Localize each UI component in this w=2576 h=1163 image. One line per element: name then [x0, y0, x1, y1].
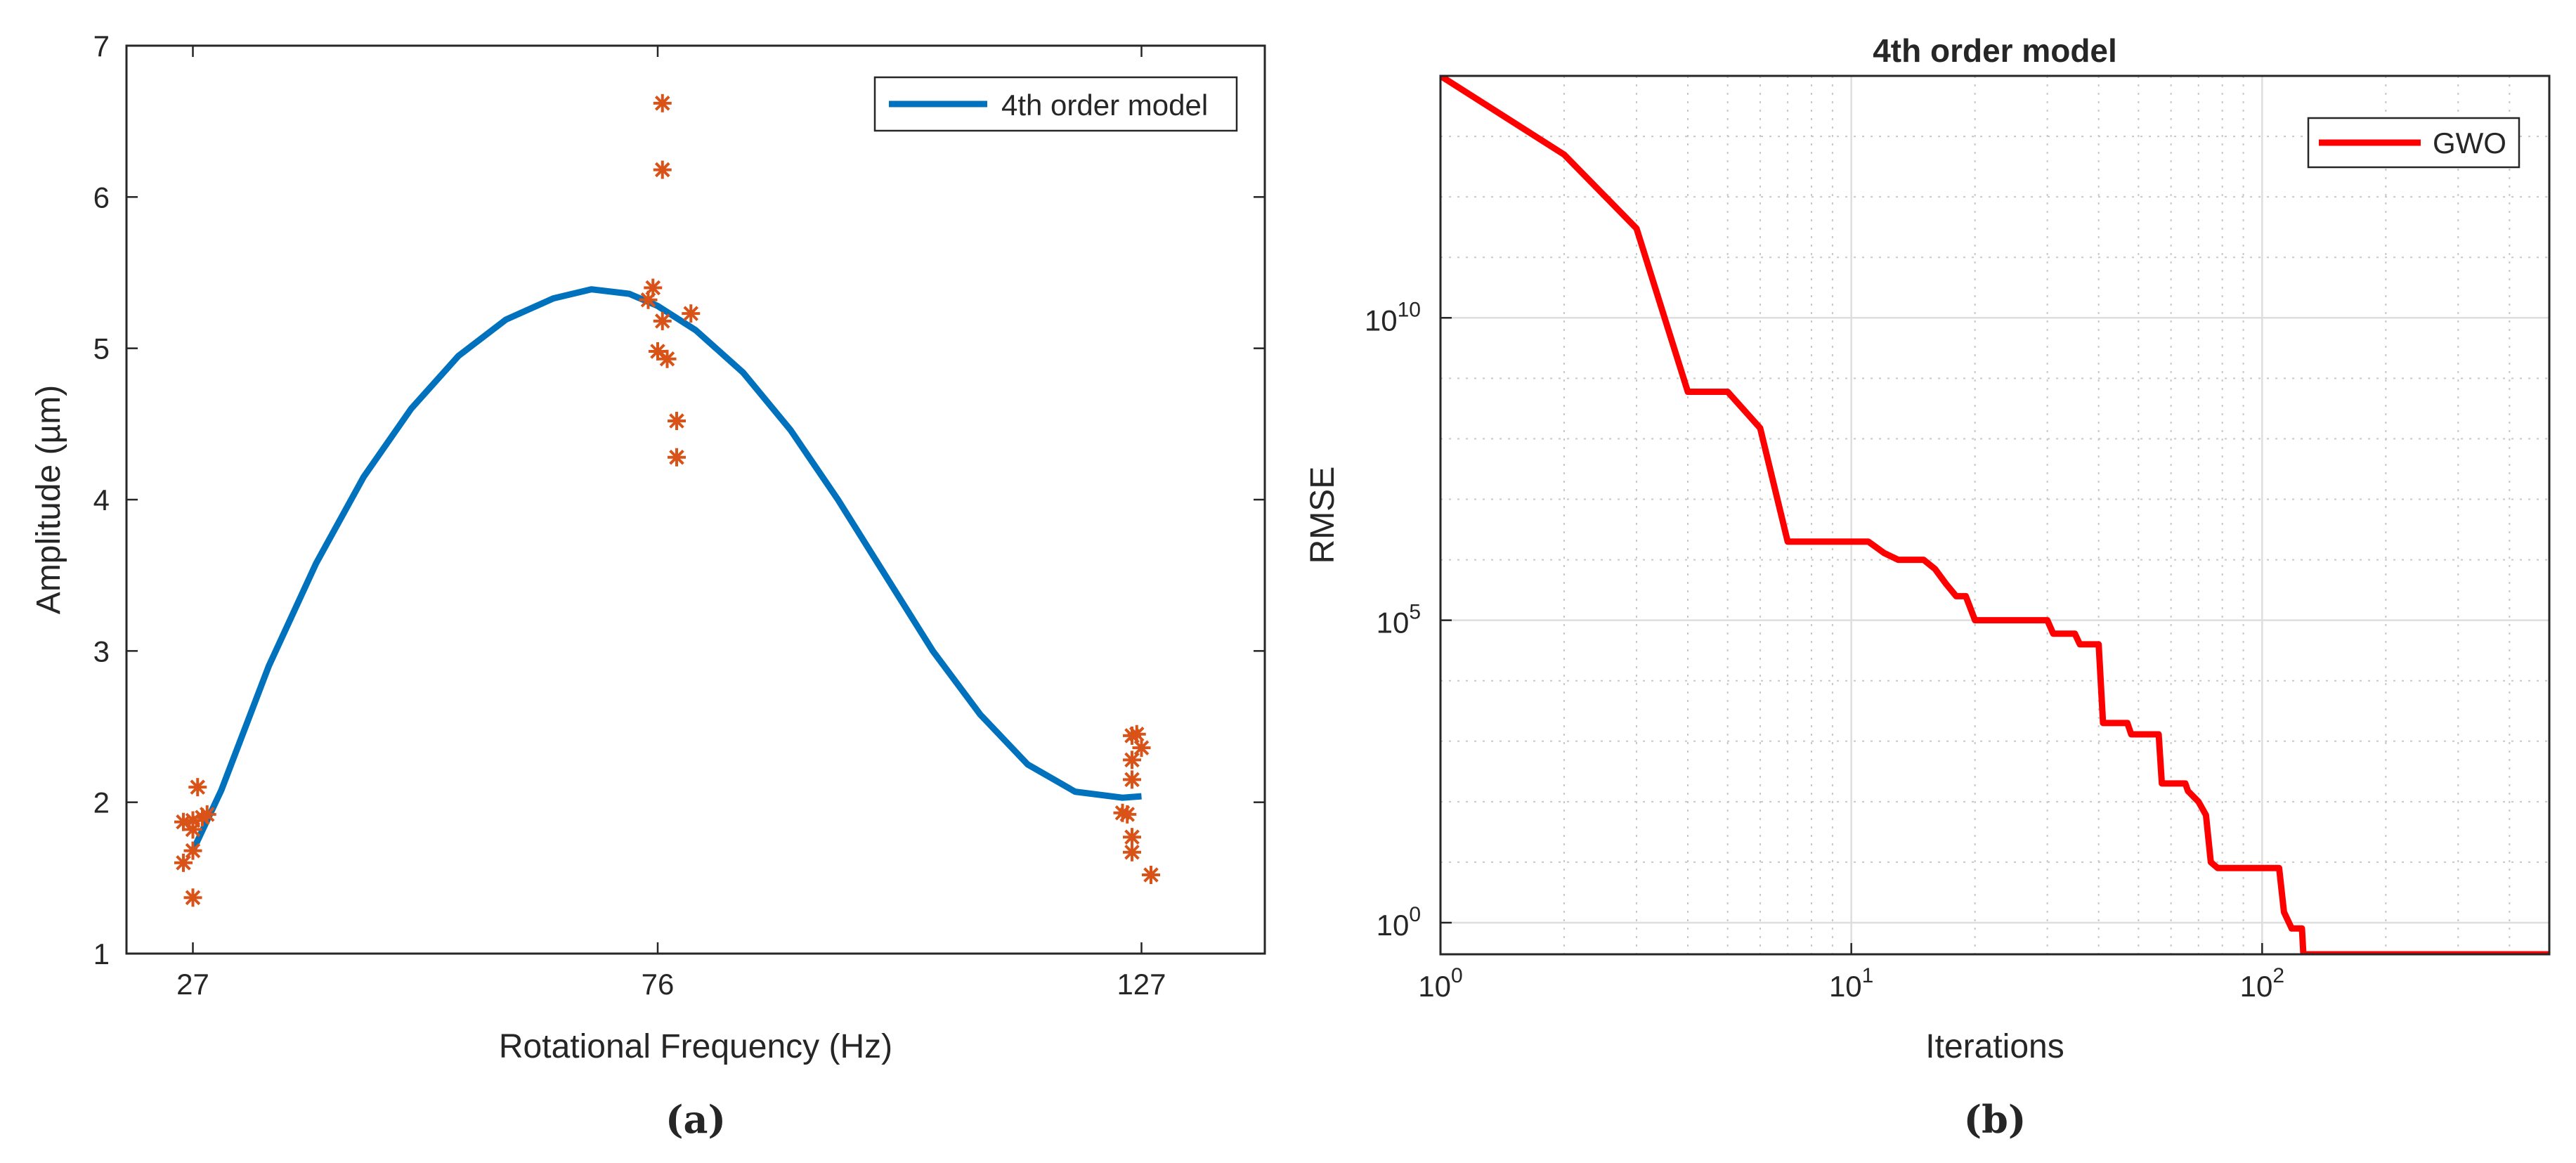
- panel-a-measurement-point: [1118, 805, 1137, 824]
- panel-a-y-tick-label: 7: [93, 30, 110, 63]
- panel-b-series-layer: [1440, 76, 2549, 954]
- caption-b: (b): [1964, 1097, 2027, 1142]
- panel-a-y-tick-label: 5: [93, 332, 110, 365]
- panel-b-y-tick-label: 1010: [1365, 298, 1421, 337]
- panel-b-x-tick-exponent: 1: [1862, 964, 1874, 987]
- panel-b-y-tick-base: 10: [1377, 909, 1410, 942]
- panel-a-y-tick-label: 2: [93, 786, 110, 819]
- panel-b-y-tick-exponent: 0: [1409, 903, 1421, 926]
- panel-a-measurement-point: [1123, 843, 1141, 862]
- panel-a-measurement-point: [183, 888, 202, 907]
- panel-b-legend-label: GWO: [2433, 126, 2506, 160]
- panel-a-measurement-point: [188, 778, 207, 797]
- panel-a-chart: 1 2 3 4 5 6 7 27 76 127 Rotational Frequency (Hz)…: [30, 30, 1266, 1065]
- panel-b-plot-area: [1440, 76, 2549, 954]
- panel-a-x-tick-label: 127: [1117, 968, 1166, 1001]
- panel-a-measurement-point: [183, 820, 202, 839]
- panel-b-y-tick-base: 10: [1377, 606, 1410, 639]
- panel-b-x-tick-label: 101: [1829, 964, 1873, 1003]
- panel-b-x-tick-label: 100: [1418, 964, 1462, 1003]
- panel-b-legend: GWO: [2307, 117, 2520, 169]
- panel-a-measurement-point: [653, 311, 672, 330]
- panel-a-x-tick-label: 27: [176, 968, 209, 1001]
- panel-b-gwo-curve: [1440, 76, 2549, 954]
- panel-a-measurement-point: [1132, 739, 1151, 758]
- panel-a-measurement-point: [668, 412, 686, 431]
- panel-b-y-tick-exponent: 5: [1409, 601, 1421, 624]
- panel-b-axes-box: [1439, 74, 2551, 956]
- panel-a-y-tick-label: 6: [93, 181, 110, 214]
- panel-a-x-axis-label: Rotational Frequency (Hz): [499, 1028, 892, 1065]
- panel-b-x-tick-base: 10: [1418, 970, 1451, 1003]
- panel-a-measurement-point: [1127, 725, 1146, 743]
- panel-b-y-tick-label: 100: [1377, 903, 1421, 942]
- panel-a-measurement-point: [658, 349, 677, 368]
- panel-a-y-axis-label: Amplitude (µm): [30, 385, 67, 614]
- panel-a-measurement-point: [653, 160, 672, 179]
- panel-a-legend-label: 4th order model: [1001, 89, 1208, 122]
- panel-b-x-tick-exponent: 0: [1451, 964, 1463, 987]
- panel-a-measurement-point: [1123, 751, 1141, 769]
- caption-a: (a): [665, 1097, 726, 1142]
- panel-a-measurement-point: [668, 448, 686, 467]
- panel-b-grid: [1439, 76, 2550, 954]
- panel-b-title: 4th order model: [1873, 32, 2117, 69]
- panel-a-x-tick-label: 76: [642, 968, 675, 1001]
- panel-b-x-tick-exponent: 2: [2272, 964, 2284, 987]
- panel-b-y-tick-label: 105: [1377, 601, 1421, 639]
- panel-a-ticks: 1 2 3 4 5 6 7 27 76 127: [93, 30, 1265, 1001]
- panel-a-measurement-point: [174, 853, 193, 872]
- panel-a-y-tick-label: 4: [93, 483, 110, 516]
- panel-a-measurement-point: [644, 278, 663, 297]
- panel-a-plot-area: [126, 46, 1265, 954]
- panel-b-y-tick-exponent: 10: [1398, 298, 1421, 321]
- panel-a-measurement-point: [1142, 866, 1160, 885]
- panel-a-measurement-point: [197, 805, 216, 824]
- panel-b-x-tick-base: 10: [2240, 970, 2273, 1003]
- panel-a-measurement-point: [1123, 828, 1141, 847]
- panel-b-x-axis-label: Iterations: [1925, 1028, 2064, 1065]
- panel-a-measurement-point: [1123, 770, 1141, 789]
- panel-b-x-tick-label: 102: [2240, 964, 2284, 1003]
- panel-b-x-tick-base: 10: [1829, 970, 1862, 1003]
- panel-a-measurement-point: [653, 93, 672, 112]
- panel-a-measurement-point: [682, 304, 701, 323]
- panel-b-y-tick-base: 10: [1365, 304, 1398, 337]
- panel-b-y-axis-label: RMSE: [1304, 467, 1341, 564]
- panel-a-y-tick-label: 1: [93, 937, 110, 970]
- panel-a-legend: 4th order model: [873, 76, 1238, 132]
- panel-a-measurement-point: [183, 841, 202, 860]
- panel-a-series-layer: [174, 93, 1160, 907]
- panel-a-model-curve: [190, 286, 1142, 852]
- panel-a-y-tick-label: 3: [93, 635, 110, 668]
